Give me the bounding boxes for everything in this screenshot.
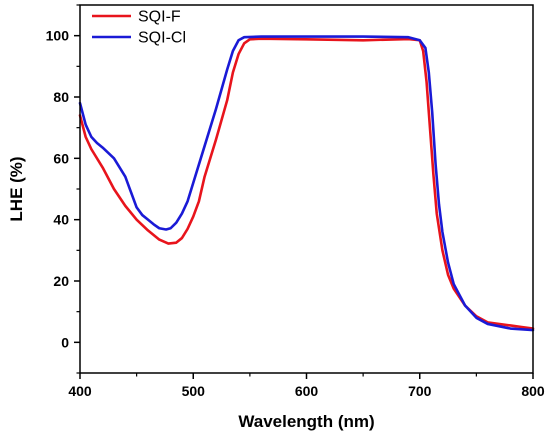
- series-line-sqi-cl: [78, 35, 535, 332]
- y-tick-label: 40: [53, 212, 69, 228]
- y-axis-title: LHE (%): [7, 156, 26, 221]
- y-tick-label: 0: [61, 334, 69, 350]
- x-tick-label: 600: [295, 383, 319, 399]
- x-tick-label: 500: [182, 383, 206, 399]
- plot-frame: [79, 4, 534, 374]
- legend: SQI-F SQI-Cl: [92, 9, 186, 47]
- series-layer: [78, 35, 535, 332]
- x-tick-label: 800: [521, 383, 545, 399]
- x-tick-label: 400: [68, 383, 92, 399]
- y-tick-label: 80: [53, 89, 69, 105]
- y-tick-label: 20: [53, 273, 69, 289]
- legend-label: SQI-Cl: [138, 30, 186, 47]
- x-axis-title: Wavelength (nm): [238, 412, 374, 431]
- legend-label: SQI-F: [138, 9, 181, 26]
- x-tick-label: 700: [408, 383, 432, 399]
- y-tick-label: 60: [53, 150, 69, 166]
- y-tick-label: 100: [46, 28, 70, 44]
- ticks-layer: 400 500 600 700 800 0 20 40 60 80 100: [46, 4, 545, 399]
- series-line-sqi-f: [78, 37, 535, 330]
